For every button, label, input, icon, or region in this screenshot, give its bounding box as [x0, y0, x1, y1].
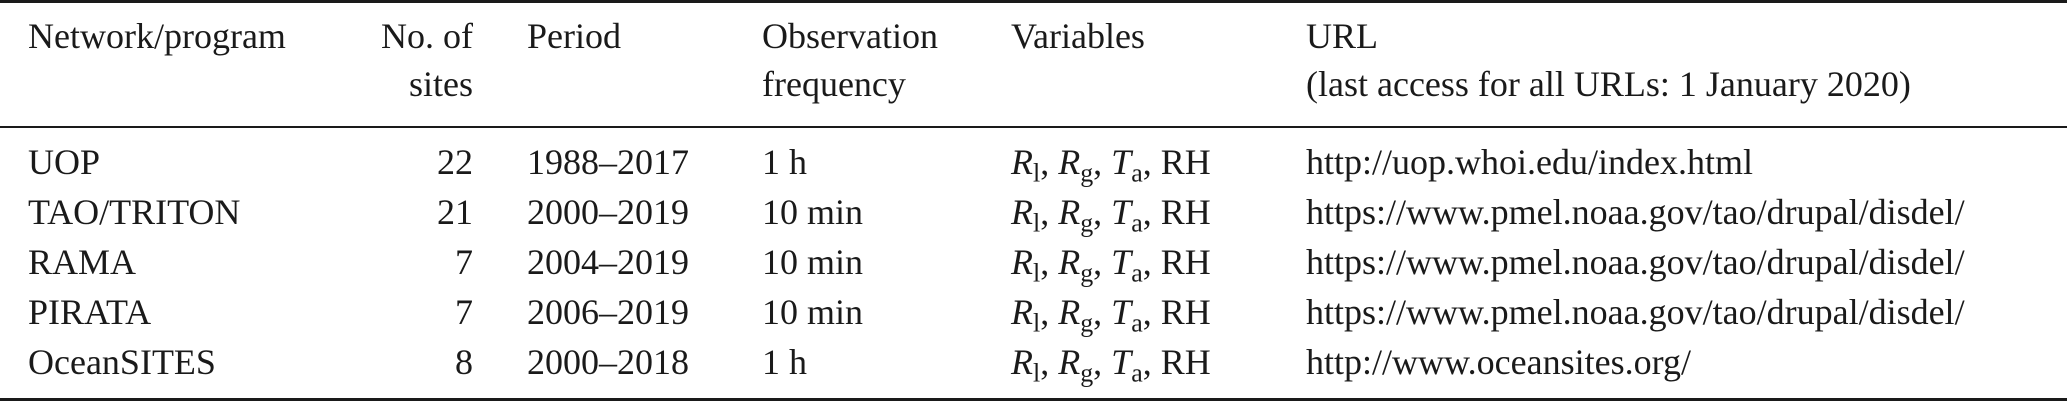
header-sites-line1: No. of	[381, 16, 473, 56]
cell-network: RAMA	[28, 242, 137, 282]
cell-url: http://uop.whoi.edu/index.html	[1306, 142, 1753, 182]
header-network: Network/program	[28, 16, 286, 56]
cell-period: 2000–2019	[527, 192, 689, 232]
cell-sites: 7	[455, 292, 473, 332]
cell-sites: 22	[437, 142, 473, 182]
cell-frequency: 1 h	[762, 142, 807, 182]
header-rule	[0, 126, 2067, 128]
cell-period: 1988–2017	[527, 142, 689, 182]
cell-url: https://www.pmel.noaa.gov/tao/drupal/dis…	[1306, 242, 1965, 282]
header-frequency-line1: Observation	[762, 16, 938, 56]
cell-frequency: 10 min	[762, 242, 864, 282]
header-variables: Variables	[1011, 16, 1145, 56]
header-url: URL (last access for all URLs: 1 January…	[1306, 12, 1911, 108]
cell-sites: 7	[455, 242, 473, 282]
header-sites: No. of sites	[381, 12, 473, 108]
cell-period: 2000–2018	[527, 342, 689, 382]
header-period: Period	[527, 16, 621, 56]
cell-url: https://www.pmel.noaa.gov/tao/drupal/dis…	[1306, 292, 1965, 332]
cell-frequency: 10 min	[762, 192, 864, 232]
cell-period: 2004–2019	[527, 242, 689, 282]
cell-variables: Rl, Rg, Ta, RH	[1011, 192, 1211, 238]
header-frequency: Observation frequency	[762, 12, 938, 108]
cell-network: OceanSITES	[28, 342, 216, 382]
bottom-rule	[0, 398, 2067, 401]
top-rule	[0, 0, 2067, 3]
cell-period: 2006–2019	[527, 292, 689, 332]
cell-frequency: 10 min	[762, 292, 864, 332]
table-row: RAMA 7 2004–2019 10 min Rl, Rg, Ta, RH h…	[0, 238, 2067, 286]
cell-variables: Rl, Rg, Ta, RH	[1011, 142, 1211, 188]
cell-network: PIRATA	[28, 292, 152, 332]
table-row: OceanSITES 8 2000–2018 1 h Rl, Rg, Ta, R…	[0, 338, 2067, 386]
table-row: TAO/TRITON 21 2000–2019 10 min Rl, Rg, T…	[0, 188, 2067, 236]
cell-url: http://www.oceansites.org/	[1306, 342, 1691, 382]
cell-variables: Rl, Rg, Ta, RH	[1011, 342, 1211, 388]
cell-network: TAO/TRITON	[28, 192, 241, 232]
table-row: PIRATA 7 2006–2019 10 min Rl, Rg, Ta, RH…	[0, 288, 2067, 336]
cell-variables: Rl, Rg, Ta, RH	[1011, 292, 1211, 338]
table-row: UOP 22 1988–2017 1 h Rl, Rg, Ta, RH http…	[0, 138, 2067, 186]
cell-variables: Rl, Rg, Ta, RH	[1011, 242, 1211, 288]
cell-frequency: 1 h	[762, 342, 807, 382]
cell-sites: 8	[455, 342, 473, 382]
header-url-line1: URL	[1306, 16, 1378, 56]
cell-sites: 21	[437, 192, 473, 232]
header-sites-line2: sites	[408, 64, 473, 104]
header-frequency-line2: frequency	[762, 64, 906, 104]
cell-url: https://www.pmel.noaa.gov/tao/drupal/dis…	[1306, 192, 1965, 232]
cell-network: UOP	[28, 142, 101, 182]
header-url-line2: (last access for all URLs: 1 January 202…	[1306, 64, 1911, 104]
